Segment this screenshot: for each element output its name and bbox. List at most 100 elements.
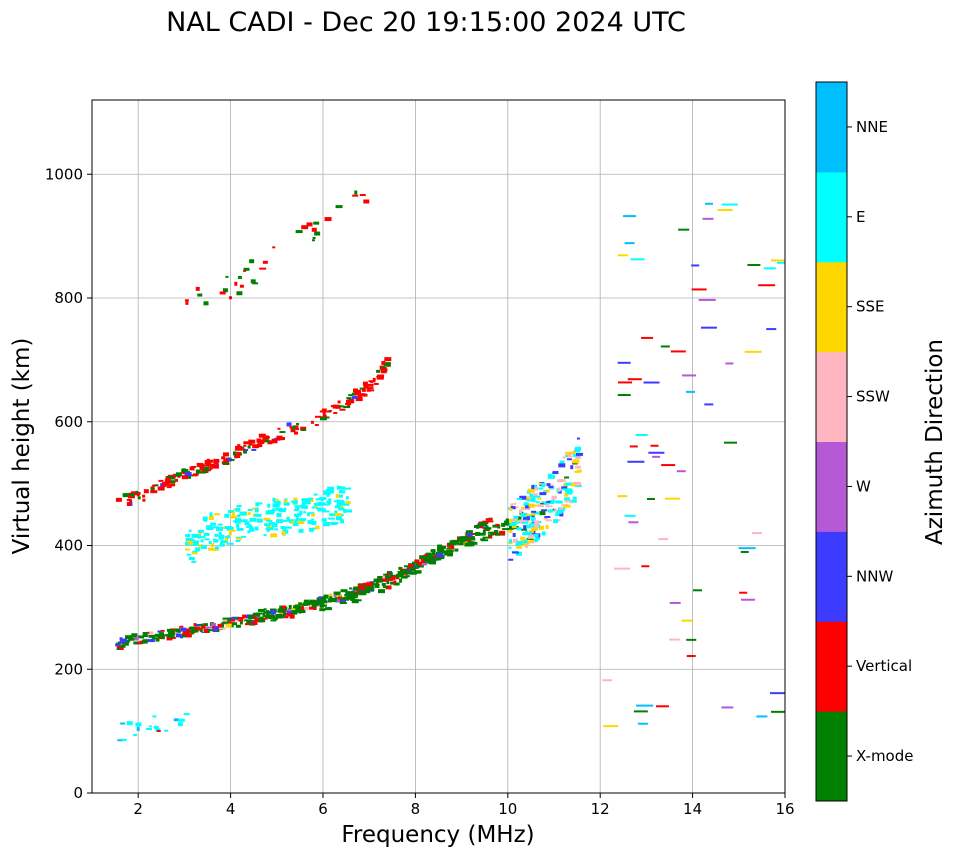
echo-point	[228, 532, 232, 536]
echo-point	[702, 217, 714, 220]
echo-point	[300, 504, 306, 509]
echo-point	[508, 518, 512, 523]
echo-point	[258, 520, 263, 523]
echo-point	[218, 627, 226, 630]
echo-point	[248, 439, 256, 444]
echo-point	[637, 722, 648, 725]
echo-point	[328, 498, 332, 501]
echo-point	[482, 536, 490, 539]
echo-point	[267, 503, 271, 508]
echo-point	[182, 633, 187, 638]
echo-point	[569, 499, 577, 503]
y-tick-label: 1000	[45, 165, 83, 183]
echo-point	[531, 510, 537, 513]
echo-point	[154, 633, 162, 637]
echo-point	[522, 516, 530, 521]
echo-point	[247, 445, 251, 449]
echo-point	[294, 519, 298, 524]
echo-point	[617, 361, 631, 364]
echo-point	[334, 505, 340, 509]
echo-point	[529, 493, 537, 497]
echo-point	[294, 431, 299, 435]
echo-point	[413, 571, 421, 574]
echo-point	[175, 472, 182, 477]
echo-point	[449, 546, 455, 550]
echo-point	[170, 477, 176, 480]
echo-point	[618, 381, 633, 384]
echo-point	[409, 567, 416, 572]
colorbar-segment	[816, 261, 847, 353]
echo-point	[348, 394, 353, 397]
echo-point	[332, 404, 337, 409]
echo-point	[574, 485, 582, 488]
echo-point	[199, 624, 205, 627]
echo-point	[572, 462, 578, 465]
echo-point	[323, 503, 330, 506]
echo-point	[221, 456, 226, 460]
echo-point	[292, 523, 299, 527]
echo-point	[188, 557, 195, 561]
colorbar-tick-label: W	[856, 477, 871, 495]
echo-point	[345, 402, 352, 405]
echo-point	[301, 610, 306, 614]
echo-point	[770, 692, 785, 695]
echo-point	[352, 194, 359, 197]
echo-point	[572, 496, 577, 500]
echo-point	[272, 616, 278, 620]
echo-point	[468, 530, 473, 535]
echo-point	[279, 612, 284, 615]
echo-point	[160, 635, 165, 640]
echo-point	[439, 550, 445, 553]
echo-point	[327, 606, 331, 610]
echo-point	[380, 370, 387, 374]
echo-point	[282, 609, 287, 613]
echo-point	[286, 422, 292, 427]
echo-point	[303, 511, 307, 514]
echo-point	[290, 428, 296, 433]
echo-point	[212, 624, 216, 629]
echo-point	[570, 465, 574, 470]
echo-point	[546, 500, 551, 503]
echo-point	[182, 472, 187, 475]
echo-point	[277, 427, 281, 430]
echo-point	[191, 552, 198, 555]
echo-point	[357, 583, 361, 587]
colorbar-frame	[815, 81, 848, 802]
echo-point	[740, 550, 749, 553]
echo-point	[633, 710, 648, 713]
echo-point	[464, 542, 472, 547]
echo-point	[454, 548, 459, 552]
echo-point	[516, 545, 523, 549]
echo-point	[137, 496, 141, 500]
echo-point	[239, 621, 243, 625]
echo-point	[184, 299, 189, 302]
echo-point	[254, 618, 260, 622]
echo-point	[545, 519, 552, 522]
echo-point	[189, 541, 197, 546]
echo-point	[213, 540, 219, 543]
echo-point	[468, 537, 472, 540]
echo-point	[181, 468, 186, 473]
echo-point	[557, 479, 563, 483]
echo-point	[199, 471, 207, 474]
echo-point	[279, 431, 286, 434]
echo-point	[255, 502, 260, 507]
echo-point	[276, 519, 284, 524]
echo-point	[234, 520, 241, 524]
echo-point	[354, 391, 360, 396]
echo-point	[319, 416, 327, 421]
echo-point	[155, 728, 161, 732]
echo-point	[465, 530, 469, 534]
echo-point	[350, 597, 356, 601]
echo-point	[152, 715, 157, 718]
echo-point	[169, 483, 176, 487]
echo-point	[351, 593, 356, 598]
echo-point	[300, 426, 307, 431]
echo-point	[199, 465, 205, 470]
echo-point	[266, 519, 273, 522]
echo-point	[218, 535, 224, 540]
echo-point	[471, 533, 475, 536]
echo-point	[197, 529, 204, 533]
echo-point	[294, 604, 298, 607]
echo-point	[257, 441, 262, 444]
